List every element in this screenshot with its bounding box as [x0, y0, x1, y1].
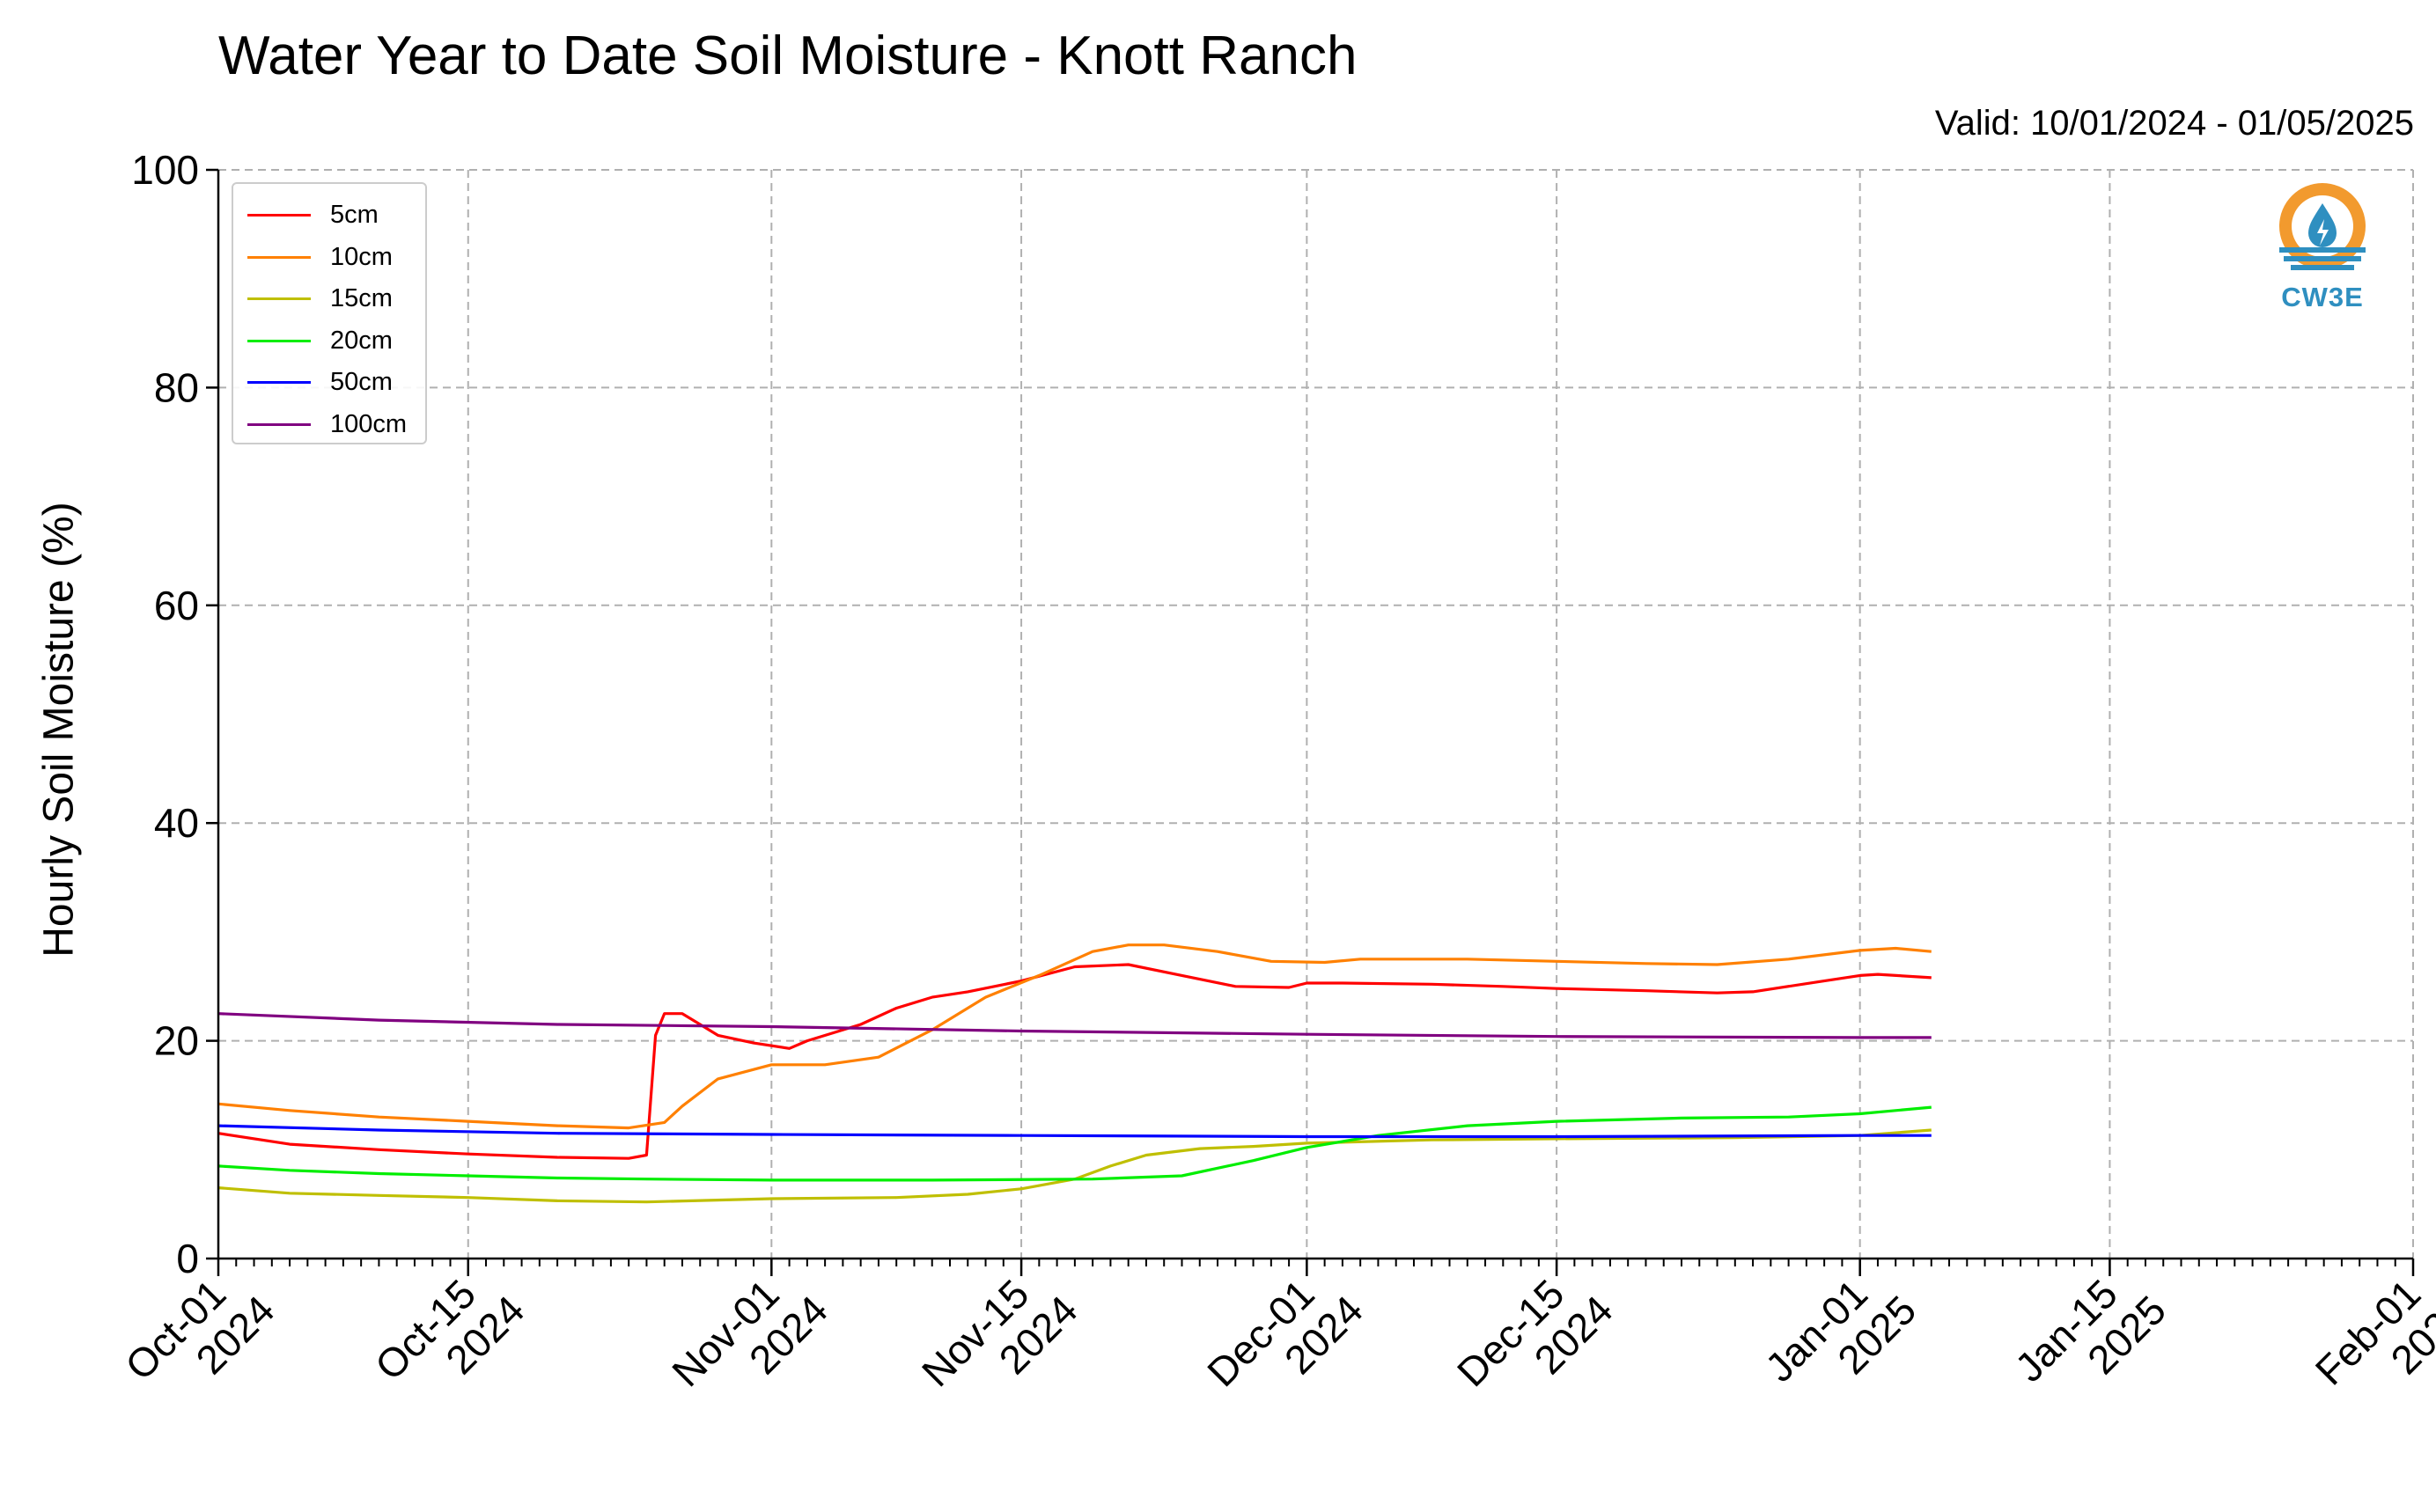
legend-item-50cm: 50cm: [247, 362, 411, 404]
grid-lines: [217, 169, 2414, 1259]
y-tick-label: 80: [154, 364, 199, 410]
legend-item-10cm: 10cm: [247, 237, 411, 279]
legend-swatch: [247, 214, 311, 217]
legend-item-5cm: 5cm: [247, 195, 411, 237]
legend-item-100cm: 100cm: [247, 404, 411, 446]
series-lines: [217, 943, 1932, 1204]
water-drop-logo-icon: [2279, 183, 2366, 270]
legend-label: 20cm: [330, 326, 393, 355]
series-line-15cm: [217, 1128, 1932, 1204]
series-line-50cm: [217, 1124, 1932, 1139]
y-tick-label: 0: [176, 1236, 199, 1281]
series-line-100cm: [217, 1012, 1932, 1039]
logo-text: CW3E: [2281, 282, 2364, 312]
legend-swatch: [247, 255, 311, 259]
legend-swatch: [247, 422, 311, 426]
y-tick-label: 100: [131, 147, 199, 193]
chart-title: Water Year to Date Soil Moisture - Knott…: [218, 26, 1358, 86]
legend-swatch: [247, 297, 311, 301]
legend-label: 50cm: [330, 368, 393, 397]
legend-item-20cm: 20cm: [247, 320, 411, 363]
legend-swatch: [247, 339, 311, 342]
legend-label: 100cm: [330, 409, 408, 438]
legend-label: 15cm: [330, 284, 393, 313]
valid-date-range: Valid: 10/01/2024 - 01/05/2025: [1934, 104, 2414, 143]
series-line-20cm: [217, 1105, 1932, 1182]
series-line-5cm: [217, 963, 1932, 1160]
legend-label: 5cm: [330, 201, 379, 230]
legend: 5cm 10cm 15cm 20cm 50cm 100cm: [232, 182, 427, 444]
legend-swatch: [247, 381, 311, 385]
y-tick-label: 20: [154, 1018, 199, 1064]
legend-label: 10cm: [330, 242, 393, 271]
legend-item-15cm: 15cm: [247, 278, 411, 320]
y-tick-label: 60: [154, 583, 199, 628]
cw3e-logo: CW3E: [2261, 179, 2384, 319]
series-line-10cm: [217, 943, 1932, 1130]
y-tick-label: 40: [154, 800, 199, 846]
